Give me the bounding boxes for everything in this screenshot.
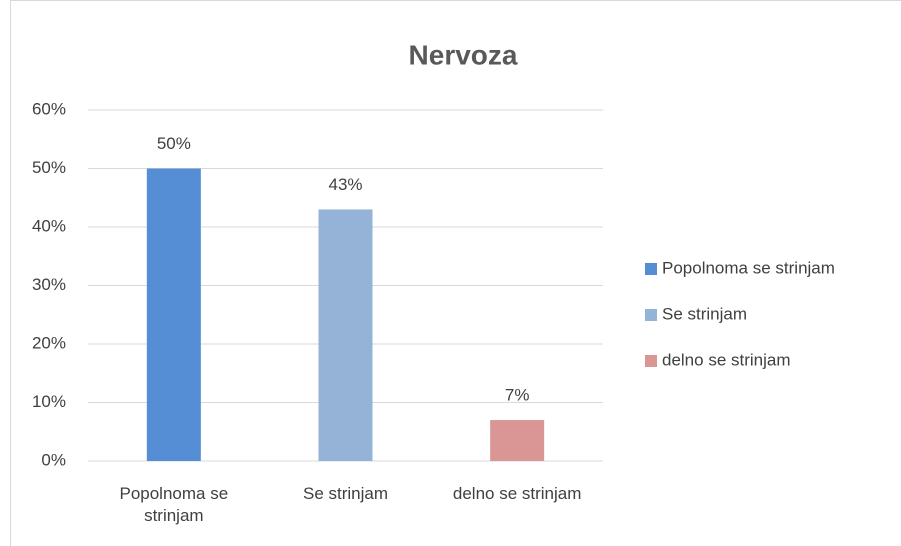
- x-tick-label: Popolnoma se strinjam: [119, 484, 229, 525]
- y-tick-label: 10%: [32, 392, 66, 411]
- legend-label: Se strinjam: [662, 304, 747, 323]
- legend-label: Popolnoma se strinjam: [662, 258, 835, 277]
- legend-label: delno se strinjam: [662, 350, 791, 369]
- y-tick-label: 30%: [32, 275, 66, 294]
- bar: [490, 420, 545, 461]
- x-tick-label: Se strinjam: [302, 484, 389, 503]
- y-tick-label: 20%: [32, 333, 66, 352]
- y-tick-label: 50%: [32, 158, 66, 177]
- data-label: 50%: [157, 134, 191, 153]
- bar: [146, 168, 201, 461]
- legend-swatch: [645, 309, 657, 321]
- legend-swatch: [645, 355, 657, 367]
- y-tick-label: 0%: [41, 450, 66, 469]
- chart-title: Nervoza: [409, 39, 518, 70]
- bar: [318, 209, 373, 461]
- data-label: 7%: [505, 386, 530, 405]
- chart-frame: [10, 0, 901, 546]
- legend-swatch: [645, 263, 657, 275]
- x-tick-label: delno se strinjam: [452, 484, 582, 503]
- data-label: 43%: [328, 175, 362, 194]
- y-tick-label: 40%: [32, 216, 66, 235]
- y-tick-label: 60%: [32, 99, 66, 118]
